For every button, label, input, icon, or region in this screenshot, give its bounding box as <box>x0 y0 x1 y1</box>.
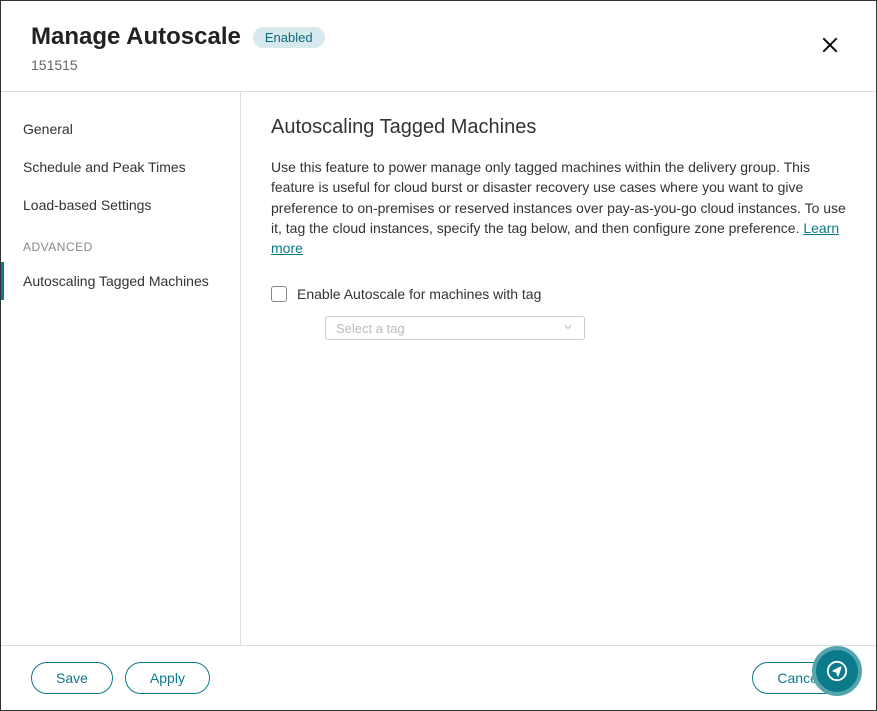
status-badge: Enabled <box>253 27 325 48</box>
enable-autoscale-row: Enable Autoscale for machines with tag <box>271 286 846 302</box>
footer-left: Save Apply <box>31 662 210 694</box>
sidebar-item-schedule[interactable]: Schedule and Peak Times <box>1 148 240 186</box>
page-subtitle: 151515 <box>31 57 325 73</box>
navigate-icon <box>826 660 848 682</box>
dialog-header: Manage Autoscale Enabled 151515 <box>1 1 876 91</box>
title-row: Manage Autoscale Enabled <box>31 23 325 51</box>
page-title: Manage Autoscale <box>31 23 241 51</box>
sidebar-section-advanced: ADVANCED <box>1 224 240 262</box>
sidebar-item-general[interactable]: General <box>1 110 240 148</box>
description-text: Use this feature to power manage only ta… <box>271 159 846 236</box>
close-icon <box>820 35 840 55</box>
tag-select-wrapper: Select a tag <box>325 316 846 340</box>
sidebar-item-load-based[interactable]: Load-based Settings <box>1 186 240 224</box>
tag-select[interactable]: Select a tag <box>325 316 585 340</box>
save-button[interactable]: Save <box>31 662 113 694</box>
content-title: Autoscaling Tagged Machines <box>271 116 846 139</box>
manage-autoscale-dialog: Manage Autoscale Enabled 151515 General … <box>0 0 877 711</box>
dialog-body: General Schedule and Peak Times Load-bas… <box>1 91 876 645</box>
header-left: Manage Autoscale Enabled 151515 <box>31 23 325 73</box>
apply-button[interactable]: Apply <box>125 662 210 694</box>
sidebar: General Schedule and Peak Times Load-bas… <box>1 92 241 645</box>
chevron-down-icon <box>562 321 574 336</box>
sidebar-item-autoscaling-tagged[interactable]: Autoscaling Tagged Machines <box>1 262 240 300</box>
help-fab[interactable] <box>812 646 862 696</box>
content-panel: Autoscaling Tagged Machines Use this fea… <box>241 92 876 645</box>
enable-autoscale-checkbox[interactable] <box>271 286 287 302</box>
enable-autoscale-label: Enable Autoscale for machines with tag <box>297 286 541 302</box>
tag-select-placeholder: Select a tag <box>336 321 405 336</box>
close-button[interactable] <box>814 29 846 64</box>
dialog-footer: Save Apply Cancel <box>1 645 876 710</box>
content-description: Use this feature to power manage only ta… <box>271 157 846 258</box>
